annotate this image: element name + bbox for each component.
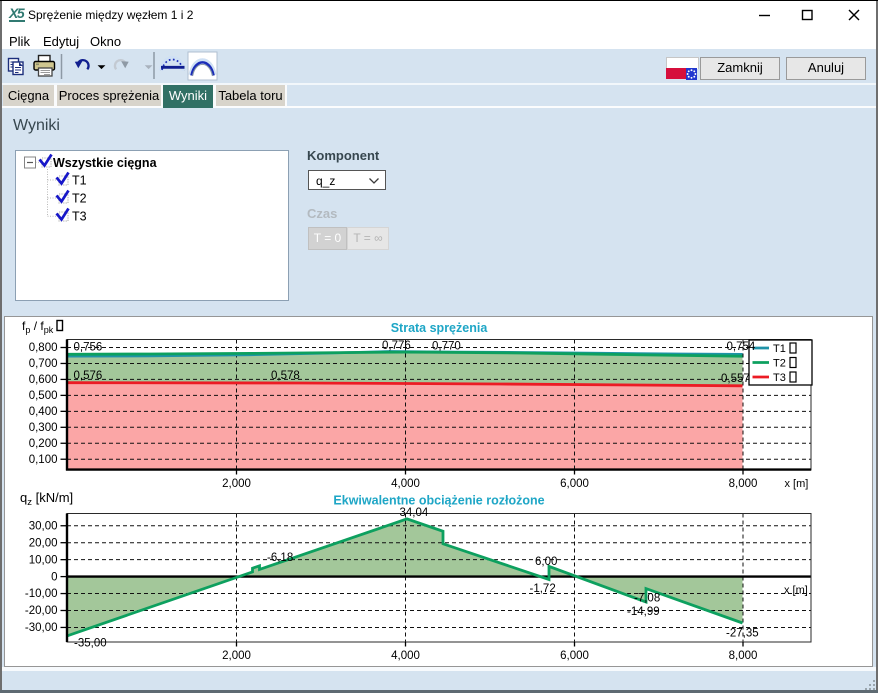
svg-text:0,776: 0,776 (382, 340, 411, 352)
svg-text:0,600: 0,600 (29, 374, 58, 386)
svg-text:0,100: 0,100 (29, 454, 58, 466)
svg-text:T2: T2 (72, 192, 87, 206)
svg-text:-35,00: -35,00 (74, 638, 107, 650)
svg-text:-14,99: -14,99 (627, 606, 660, 618)
svg-text:8,000: 8,000 (729, 650, 758, 662)
svg-text:0: 0 (51, 571, 57, 583)
svg-text:0,300: 0,300 (29, 422, 58, 434)
svg-text:34,04: 34,04 (400, 507, 429, 519)
svg-text:Wszystkie cięgna: Wszystkie cięgna (53, 156, 158, 170)
svg-text:qz [kN/m]: qz [kN/m] (20, 490, 73, 508)
svg-text:Strata sprężenia: Strata sprężenia (391, 321, 489, 335)
svg-text:-1,72: -1,72 (530, 583, 556, 595)
svg-text:T3: T3 (773, 372, 786, 384)
svg-text:0,400: 0,400 (29, 406, 58, 418)
svg-text:30,00: 30,00 (29, 520, 58, 532)
svg-text:0,756: 0,756 (74, 342, 103, 354)
svg-text:0,500: 0,500 (29, 390, 58, 402)
svg-text:4,000: 4,000 (391, 478, 420, 490)
svg-text:x [m]: x [m] (785, 478, 809, 490)
svg-text:0,800: 0,800 (29, 342, 58, 354)
svg-text:T1: T1 (773, 343, 786, 355)
svg-text:-7,08: -7,08 (634, 593, 660, 605)
svg-text:10,00: 10,00 (29, 554, 58, 566)
svg-text:T2: T2 (773, 358, 786, 370)
svg-text:6,000: 6,000 (560, 650, 589, 662)
svg-text:0,557: 0,557 (721, 373, 750, 385)
svg-text:Ekwiwalentne obciążenie rozłoż: Ekwiwalentne obciążenie rozłożone (333, 494, 544, 508)
svg-text:20,00: 20,00 (29, 537, 58, 549)
svg-text:T3: T3 (72, 210, 87, 224)
svg-text:0,578: 0,578 (271, 370, 300, 382)
svg-text:2,000: 2,000 (222, 478, 251, 490)
svg-text:0,200: 0,200 (29, 438, 58, 450)
svg-text:x [m]: x [m] (784, 585, 808, 597)
svg-text:-10,00: -10,00 (25, 588, 58, 600)
svg-text:0,770: 0,770 (432, 341, 461, 353)
svg-text:4,000: 4,000 (391, 650, 420, 662)
svg-text:2,000: 2,000 (222, 650, 251, 662)
svg-text:fp / fpk: fp / fpk (22, 319, 54, 335)
svg-text:8,000: 8,000 (729, 478, 758, 490)
svg-text:-20,00: -20,00 (25, 605, 58, 617)
svg-text:0,754: 0,754 (727, 341, 756, 353)
svg-text:6,00: 6,00 (535, 556, 557, 568)
svg-text:0,700: 0,700 (29, 358, 58, 370)
svg-text:-6,18: -6,18 (267, 552, 293, 564)
svg-text:T1: T1 (72, 174, 87, 188)
svg-text:-30,00: -30,00 (25, 622, 58, 634)
svg-text:0,576: 0,576 (74, 370, 103, 382)
svg-text:-27,35: -27,35 (726, 628, 759, 640)
svg-text:6,000: 6,000 (560, 478, 589, 490)
